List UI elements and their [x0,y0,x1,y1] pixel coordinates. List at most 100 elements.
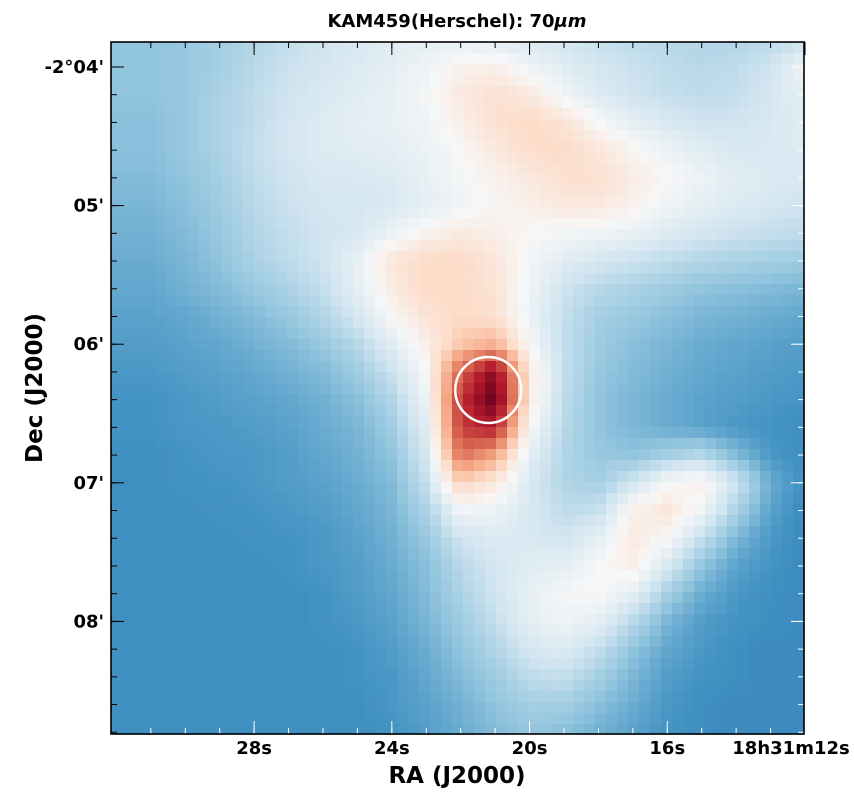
map-pixel [793,537,805,549]
map-pixel [474,581,486,593]
map-pixel [562,328,574,340]
map-pixel [144,669,156,681]
map-pixel [287,647,299,659]
map-pixel [628,361,640,373]
map-pixel [518,427,530,439]
map-pixel [243,658,255,670]
map-pixel [606,207,618,219]
map-pixel [441,482,453,494]
map-pixel [276,119,288,131]
map-pixel [188,669,200,681]
map-pixel [188,361,200,373]
map-pixel [749,163,761,175]
map-pixel [672,614,684,626]
map-pixel [727,328,739,340]
map-pixel [727,339,739,351]
map-pixel [683,493,695,505]
map-pixel [155,537,167,549]
map-pixel [254,669,266,681]
map-pixel [650,86,662,98]
map-pixel [111,427,123,439]
map-pixel [551,625,563,637]
map-pixel [320,262,332,274]
map-pixel [133,702,145,714]
map-pixel [111,97,123,109]
map-pixel [727,680,739,692]
map-pixel [408,350,420,362]
map-pixel [166,317,178,329]
map-pixel [650,548,662,560]
map-pixel [639,526,651,538]
map-pixel [727,86,739,98]
map-pixel [628,108,640,120]
map-pixel [397,350,409,362]
map-pixel [386,427,398,439]
map-pixel [188,317,200,329]
map-pixel [518,570,530,582]
map-pixel [386,548,398,560]
map-pixel [331,614,343,626]
map-pixel [386,691,398,703]
map-pixel [452,339,464,351]
map-pixel [782,372,794,384]
map-pixel [287,53,299,65]
map-pixel [243,482,255,494]
map-pixel [584,42,596,54]
map-pixel [232,152,244,164]
map-pixel [474,218,486,230]
map-pixel [221,680,233,692]
map-pixel [529,229,541,241]
map-pixel [320,108,332,120]
map-pixel [342,218,354,230]
map-pixel [133,196,145,208]
map-pixel [463,625,475,637]
map-pixel [474,526,486,538]
map-pixel [133,185,145,197]
map-pixel [507,493,519,505]
map-pixel [375,471,387,483]
map-pixel [408,724,420,735]
map-pixel [287,141,299,153]
map-pixel [452,614,464,626]
map-pixel [122,174,134,186]
map-pixel [683,284,695,296]
map-pixel [694,504,706,516]
map-pixel [606,482,618,494]
map-pixel [188,680,200,692]
map-pixel [540,75,552,87]
map-pixel [485,724,497,735]
map-pixel [342,559,354,571]
map-pixel [551,647,563,659]
map-pixel [617,42,629,54]
map-pixel [518,295,530,307]
map-pixel [738,449,750,461]
map-pixel [694,328,706,340]
map-pixel [738,361,750,373]
map-pixel [485,680,497,692]
map-pixel [782,559,794,571]
x-tick-labels: 28s 24s 20s 16s 18h31m12s [236,738,849,759]
map-pixel [540,680,552,692]
map-pixel [353,383,365,395]
map-pixel [166,724,178,735]
map-pixel [749,75,761,87]
map-pixel [584,438,596,450]
map-pixel [430,636,442,648]
map-pixel [485,515,497,527]
map-pixel [573,350,585,362]
map-pixel [496,207,508,219]
map-pixel [133,493,145,505]
map-pixel [760,658,772,670]
map-pixel [177,97,189,109]
map-pixel [298,130,310,142]
map-pixel [694,449,706,461]
map-pixel [485,196,497,208]
map-pixel [155,350,167,362]
map-pixel [595,460,607,472]
map-pixel [683,416,695,428]
map-pixel [782,460,794,472]
map-pixel [221,174,233,186]
map-pixel [540,691,552,703]
map-pixel [430,372,442,384]
map-pixel [518,394,530,406]
